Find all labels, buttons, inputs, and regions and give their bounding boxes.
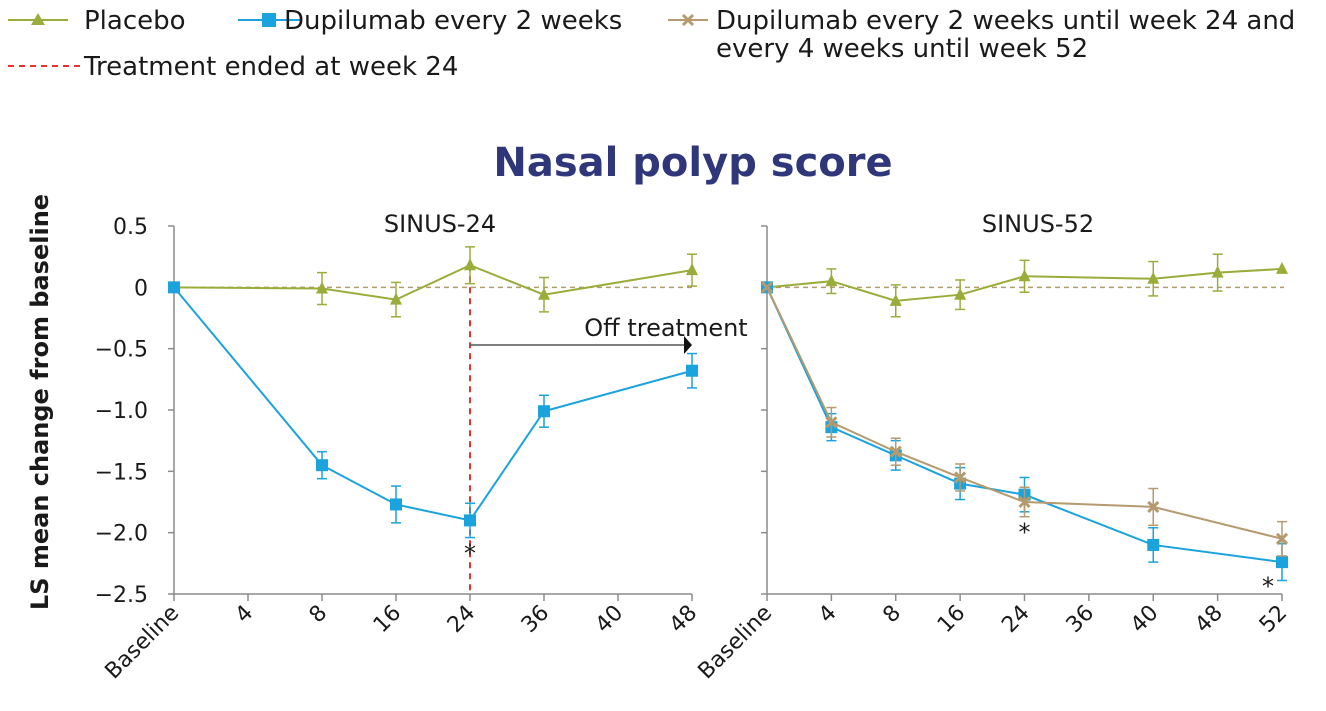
data-point-placebo bbox=[1276, 261, 1288, 274]
cross-marker-icon bbox=[681, 13, 695, 27]
y-tick-label: 0 bbox=[134, 276, 148, 301]
data-point-q2w-q4w bbox=[889, 445, 902, 458]
significance-marker: * bbox=[1262, 573, 1274, 601]
x-tick-label-52: 52 bbox=[1255, 601, 1292, 638]
data-point-q2w bbox=[1147, 538, 1160, 551]
x-tick-label-36: 36 bbox=[517, 601, 554, 638]
data-point-placebo bbox=[464, 258, 476, 271]
legend-item-q2w-q4w: Dupilumab every 2 weeks until week 24 an… bbox=[668, 6, 1295, 64]
data-point-q2w-q4w bbox=[954, 471, 967, 484]
x-tick-label-16: 16 bbox=[369, 601, 406, 638]
data-point-placebo bbox=[390, 292, 402, 305]
data-point-q2w bbox=[464, 514, 476, 527]
data-point-q2w-q4w bbox=[1275, 532, 1289, 545]
x-tick-label-36: 36 bbox=[1062, 601, 1099, 638]
legend-item-treatment-ended: Treatment ended at week 24 bbox=[8, 52, 458, 82]
data-point-placebo bbox=[1211, 265, 1224, 278]
data-point-q2w bbox=[1276, 556, 1288, 569]
data-point-q2w bbox=[538, 405, 550, 418]
data-point-placebo bbox=[686, 263, 698, 276]
data-point-q2w bbox=[168, 281, 180, 294]
y-tick-label: −0.5 bbox=[95, 338, 148, 363]
square-marker-icon bbox=[262, 13, 276, 27]
x-tick-label-baseline: Baseline bbox=[694, 601, 778, 685]
data-point-placebo bbox=[316, 281, 328, 294]
data-point-q2w-q4w bbox=[1147, 500, 1160, 513]
y-tick-label: −1.0 bbox=[95, 399, 148, 424]
x-tick-label-48: 48 bbox=[1190, 601, 1227, 638]
x-tick-label-24: 24 bbox=[997, 601, 1034, 638]
series-line-placebo bbox=[766, 267, 1283, 302]
y-axis-label: LS mean change from baseline bbox=[26, 194, 54, 610]
legend-label-placebo: Placebo bbox=[84, 6, 186, 36]
y-tick-label: −2.5 bbox=[95, 583, 148, 608]
data-point-q2w-q4w bbox=[825, 416, 838, 429]
data-point-q2w bbox=[316, 459, 328, 472]
panel-sinus-52: Baseline 4 8 16 24 36 40 48 52** bbox=[694, 225, 1292, 685]
significance-marker: * bbox=[464, 540, 476, 568]
arrow-head-icon bbox=[684, 336, 692, 354]
cross-marker-stroke bbox=[825, 416, 838, 429]
series-line-placebo bbox=[173, 264, 693, 301]
legend-item-q2w: Dupilumab every 2 weeks bbox=[238, 6, 622, 36]
chart-title: Nasal polyp score bbox=[493, 140, 892, 186]
significance-marker: * bbox=[1019, 519, 1031, 547]
data-point-placebo bbox=[1147, 271, 1160, 284]
cross-marker-stroke bbox=[760, 281, 774, 294]
cross-marker-stroke bbox=[1275, 532, 1289, 545]
data-point-q2w bbox=[686, 364, 698, 377]
series-line-q2w bbox=[173, 286, 693, 522]
y-tick-label: −1.5 bbox=[95, 460, 148, 485]
legend-item-placebo: Placebo bbox=[8, 6, 186, 36]
legend-label-q2w-q4w-line1: Dupilumab every 2 weeks until week 24 an… bbox=[716, 6, 1295, 36]
x-tick-label-40: 40 bbox=[591, 601, 628, 638]
x-tick-label-16: 16 bbox=[933, 601, 970, 638]
cross-marker-stroke bbox=[1018, 495, 1031, 509]
legend-label-q2w-q4w-line2: every 4 weeks until week 52 bbox=[716, 34, 1088, 64]
y-tick-label: −2.0 bbox=[95, 522, 148, 547]
data-point-q2w-q4w bbox=[1018, 495, 1031, 509]
cross-marker-stroke bbox=[1147, 500, 1160, 513]
x-tick-label-4: 4 bbox=[231, 601, 259, 629]
y-tick-label: 0.5 bbox=[113, 215, 148, 240]
data-point-placebo bbox=[889, 293, 902, 306]
x-tick-label-8: 8 bbox=[305, 601, 333, 629]
data-point-q2w-q4w bbox=[760, 281, 774, 294]
cross-marker-stroke bbox=[889, 445, 902, 458]
data-point-placebo bbox=[538, 287, 550, 300]
x-tick-label-48: 48 bbox=[665, 601, 702, 638]
data-point-placebo bbox=[1018, 269, 1031, 282]
legend-label-q2w: Dupilumab every 2 weeks bbox=[284, 6, 622, 36]
off-treatment-label: Off treatment bbox=[584, 314, 747, 342]
data-point-q2w bbox=[390, 498, 402, 511]
panel-title-sinus-24: SINUS-24 bbox=[384, 210, 496, 238]
x-tick-label-baseline: Baseline bbox=[101, 601, 185, 685]
cross-marker-stroke bbox=[954, 471, 967, 484]
legend-label-treatment-ended: Treatment ended at week 24 bbox=[83, 52, 458, 82]
legend: Placebo Dupilumab every 2 weeks Dupiluma… bbox=[8, 6, 1295, 82]
panel-title-sinus-52: SINUS-52 bbox=[982, 210, 1094, 238]
x-tick-label-40: 40 bbox=[1126, 601, 1163, 638]
x-tick-label-24: 24 bbox=[443, 601, 480, 638]
triangle-marker-icon bbox=[31, 13, 45, 25]
data-point-placebo bbox=[954, 287, 967, 300]
x-tick-label-8: 8 bbox=[878, 601, 906, 629]
data-point-placebo bbox=[825, 274, 838, 287]
x-tick-label-4: 4 bbox=[814, 601, 842, 629]
